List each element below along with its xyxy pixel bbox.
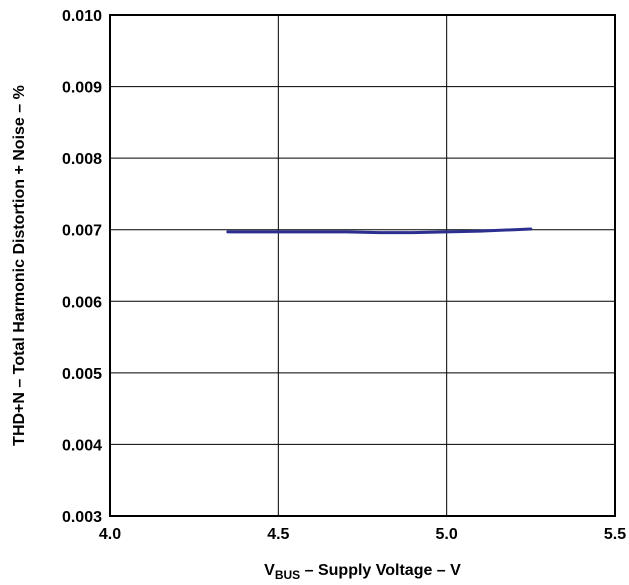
y-tick-label: 0.009 (62, 80, 102, 97)
x-tick-label: 5.0 (436, 526, 458, 543)
x-axis-title-suffix: – Supply Voltage – V (300, 562, 461, 579)
y-tick-label: 0.006 (62, 294, 102, 311)
y-axis-tick-labels: 0.003 0.004 0.005 0.006 0.007 0.008 0.009 0.010 (62, 8, 102, 526)
y-tick-label: 0.005 (62, 366, 102, 383)
x-tick-label: 5.5 (604, 526, 626, 543)
x-tick-label: 4.0 (99, 526, 121, 543)
y-tick-label: 0.008 (62, 151, 102, 168)
y-tick-label: 0.004 (62, 437, 102, 454)
x-axis-title-subscript: BUS (275, 568, 300, 582)
x-axis-tick-labels: 4.0 4.5 5.0 5.5 (99, 526, 626, 543)
y-axis-title: THD+N – Total Harmonic Distortion + Nois… (11, 85, 28, 446)
y-tick-label: 0.003 (62, 509, 102, 526)
y-tick-label: 0.007 (62, 223, 102, 240)
x-tick-label: 4.5 (267, 526, 289, 543)
series-layer (226, 227, 533, 235)
plot-area-frame (109, 14, 616, 517)
series-line (226, 227, 533, 235)
x-axis-title: VBUS – Supply Voltage – V (264, 562, 461, 582)
grid (110, 15, 615, 516)
y-tick-label: 0.010 (62, 8, 102, 25)
x-axis-title-prefix: V (264, 562, 275, 579)
